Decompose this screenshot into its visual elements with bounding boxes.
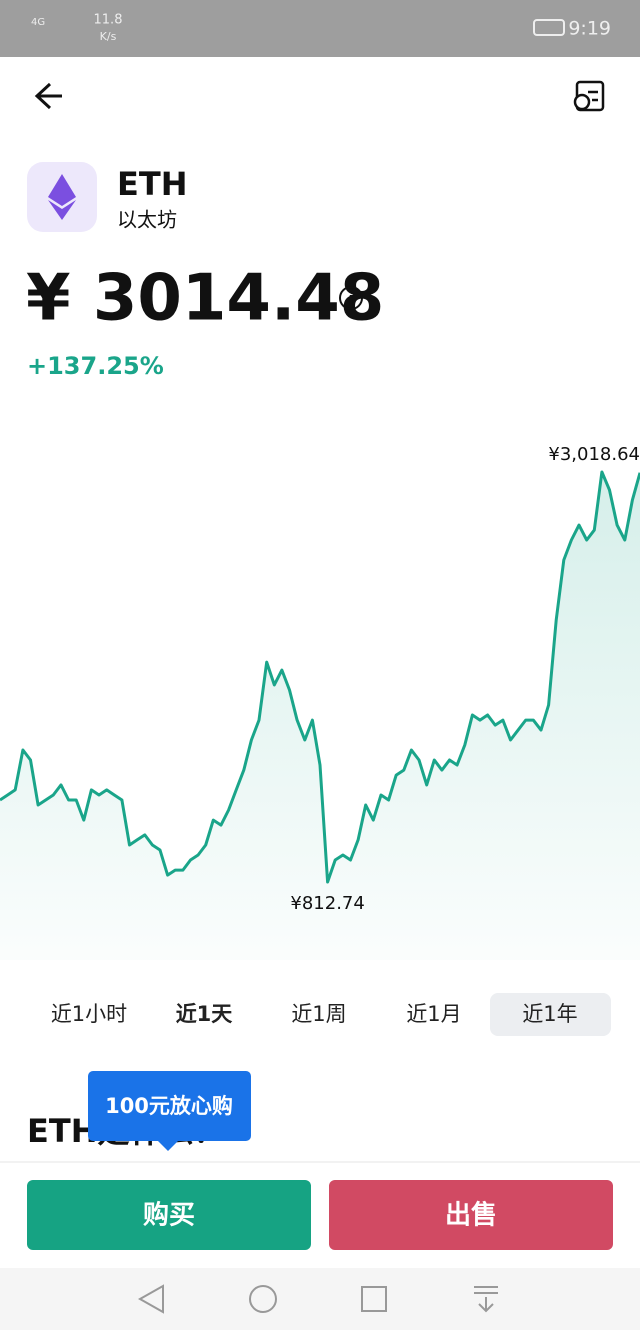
price: ¥ 3014.48 — [26, 262, 384, 336]
tab[interactable]: 近1月 — [406, 1002, 461, 1026]
value-label: ¥3,018.64 — [548, 444, 640, 465]
asset-name: 以太坊 — [117, 208, 177, 232]
tab[interactable]: 近1周 — [291, 1002, 346, 1026]
nav-home[interactable] — [249, 1285, 277, 1313]
value-label: ¥812.74 — [290, 893, 364, 914]
area — [0, 472, 640, 960]
speed-unit: K/s — [100, 30, 117, 43]
battery — [533, 19, 565, 36]
info-button[interactable] — [339, 286, 363, 310]
nav-back[interactable] — [137, 1284, 164, 1314]
buy-label: 购买 — [143, 1201, 195, 1231]
buy-button[interactable] — [27, 1180, 311, 1250]
network: 4G — [31, 17, 45, 28]
back-button[interactable] — [34, 82, 62, 110]
promo-badge[interactable]: 100元放心购 — [88, 1071, 251, 1151]
nav-menu[interactable] — [474, 1286, 498, 1313]
sell-label: 出售 — [445, 1200, 497, 1231]
tabs: 近1小时 近1天 近1周 近1月 近1年 — [51, 1002, 578, 1026]
change: +137.25% — [27, 352, 164, 380]
tab-highlight — [490, 993, 611, 1036]
status-bar — [0, 0, 640, 57]
speed: 11.8 — [94, 13, 123, 28]
clock: 9:19 — [568, 18, 611, 40]
promo-text: 100元放心购 — [105, 1094, 233, 1118]
history-button[interactable] — [573, 80, 605, 112]
tab[interactable]: 近1天 — [176, 1002, 234, 1026]
price-line — [0, 470, 640, 884]
price-chart: ¥812.74 ¥3,018.64 — [0, 444, 640, 960]
nav-recent[interactable] — [361, 1286, 387, 1312]
asset-symbol: ETH — [117, 165, 187, 203]
eth-logo — [48, 174, 76, 220]
tab[interactable]: 近1小时 — [51, 1002, 127, 1026]
tab[interactable]: 近1年 — [522, 1002, 577, 1026]
sell-button[interactable] — [329, 1180, 613, 1250]
nav-bar — [0, 1268, 640, 1330]
